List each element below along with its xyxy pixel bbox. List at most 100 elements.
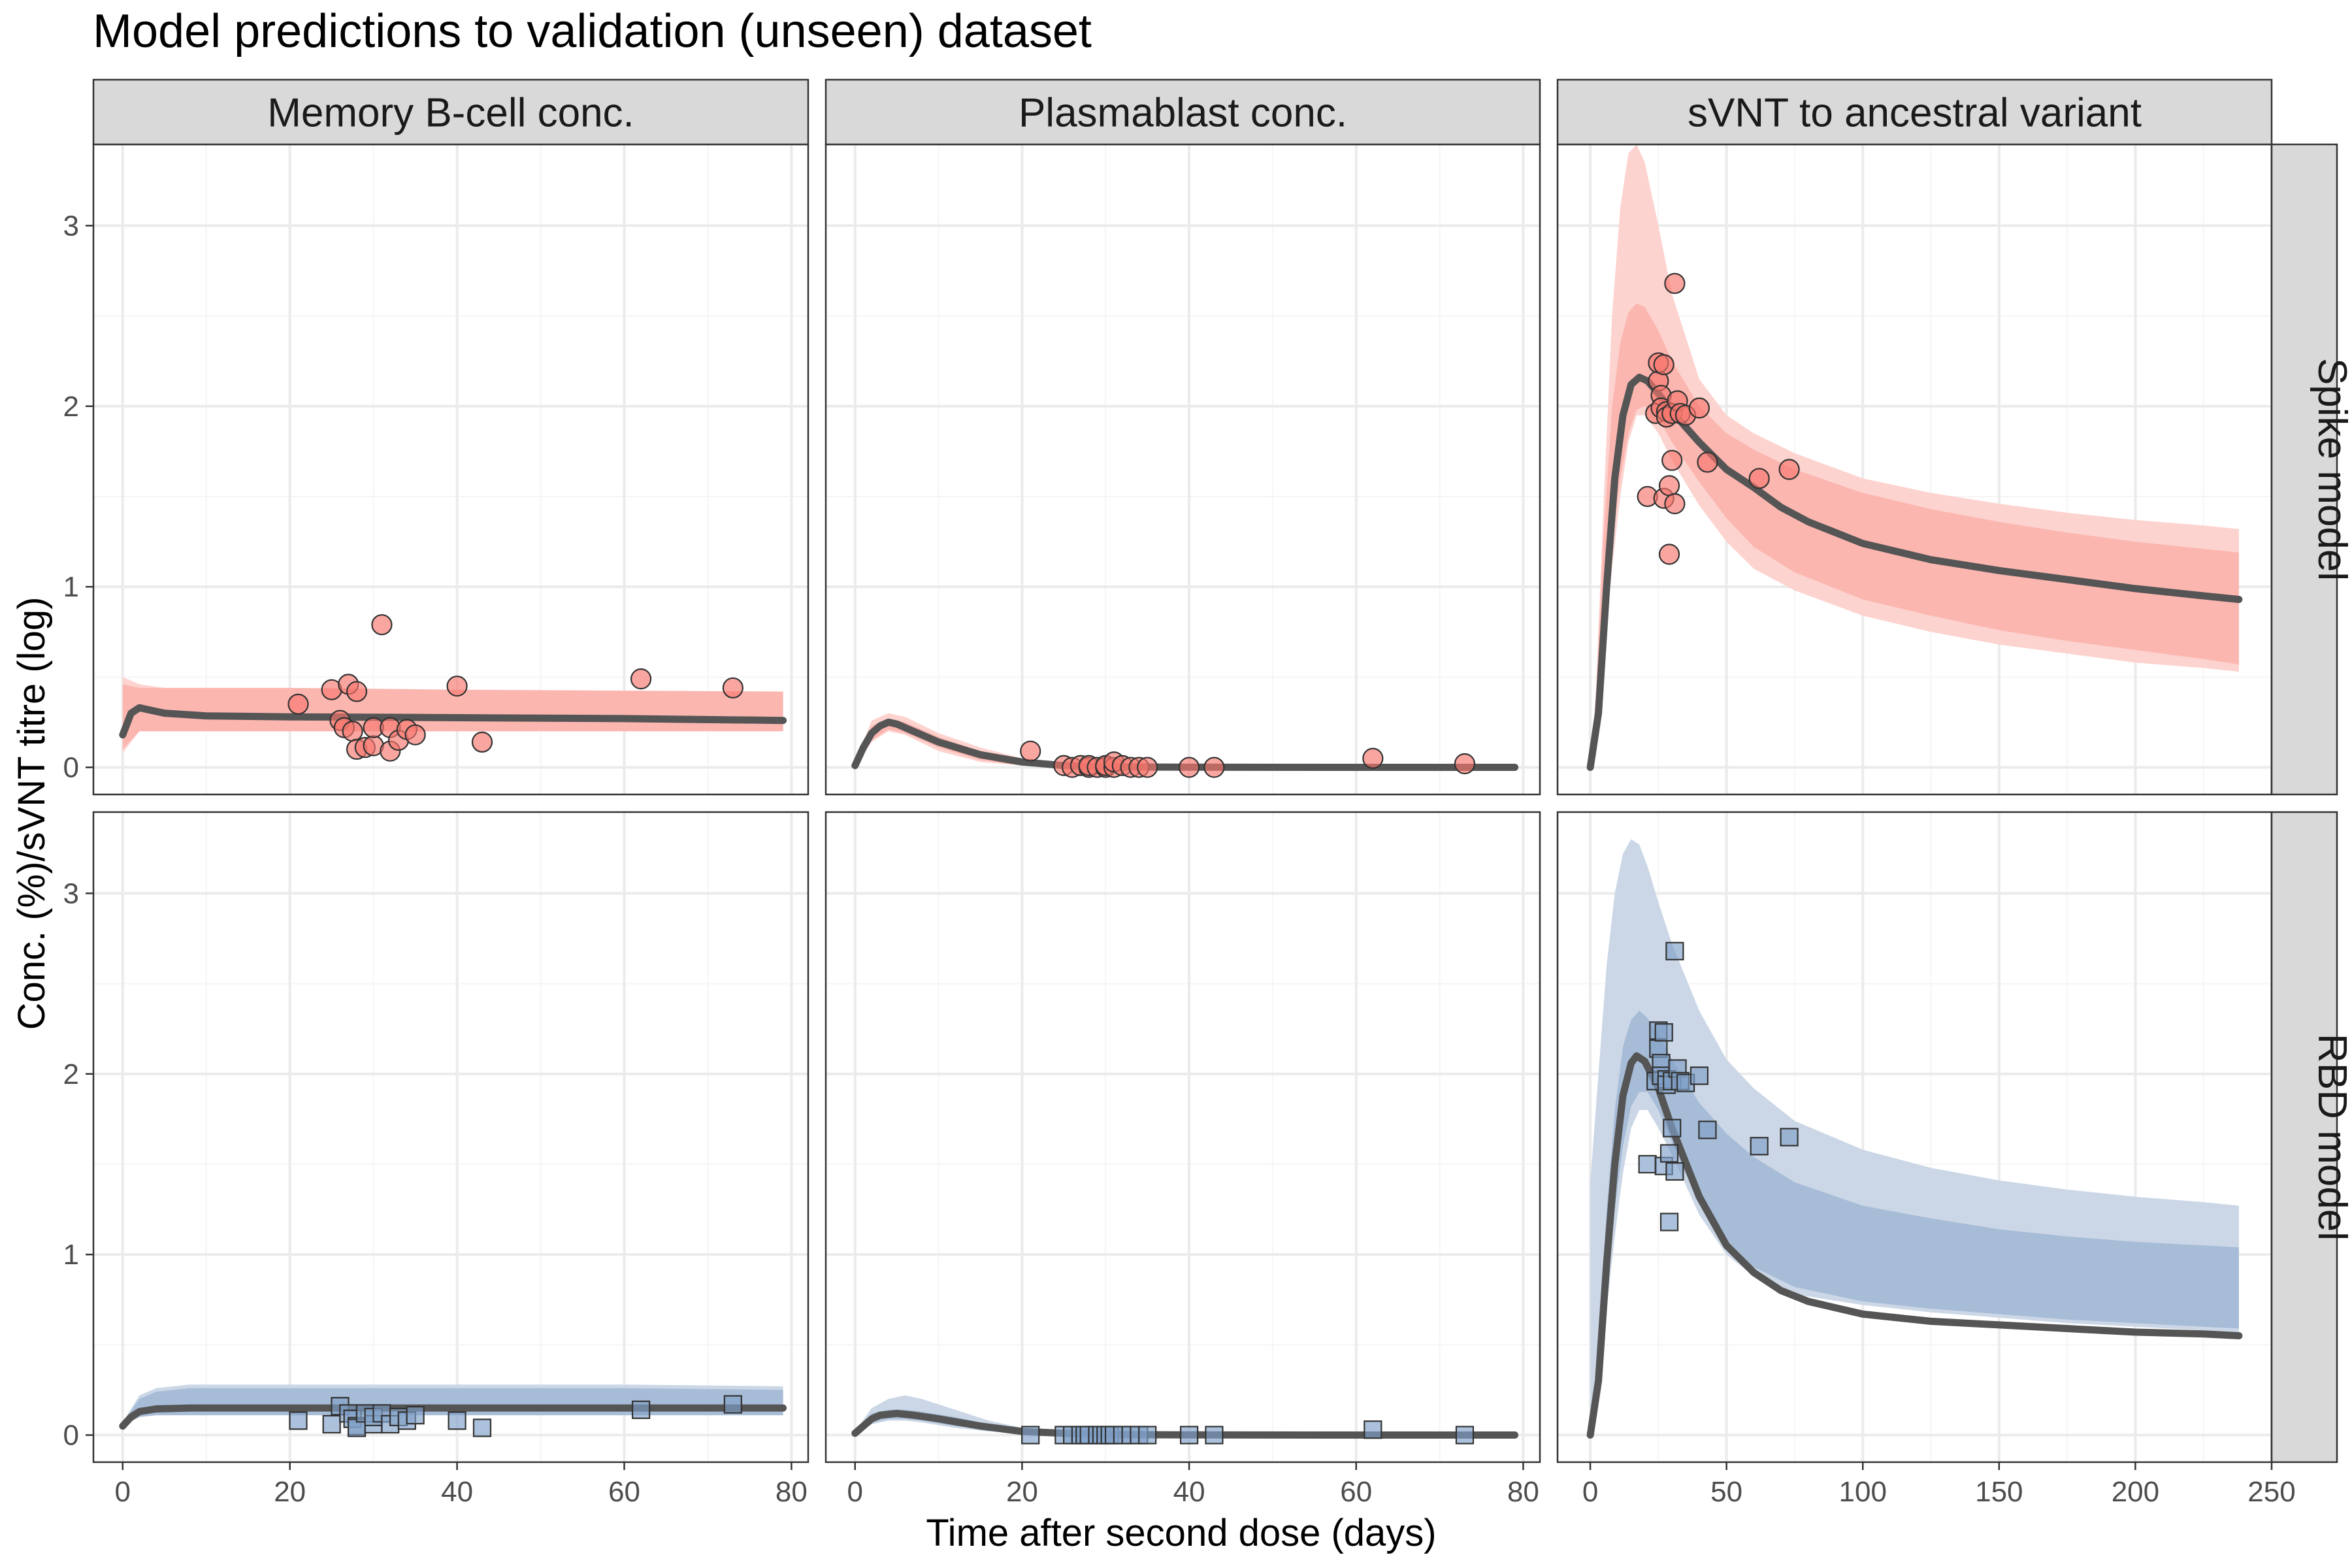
panel-data [851,1395,1519,1445]
observed-point [1665,941,1684,960]
observed-point [1698,1120,1717,1139]
panel-data [1586,144,2243,771]
observed-point [471,731,493,753]
x-axis-title: Time after second dose (days) [926,1512,1436,1554]
observed-point [1663,1119,1682,1137]
observed-point [1690,1066,1709,1085]
observed-point [1748,468,1770,489]
observed-point [1659,1144,1679,1163]
median-prediction-line [119,1404,787,1430]
x-tick-label: 0 [115,1476,131,1508]
facet-strip-background [825,78,1541,146]
observed-point [722,677,743,699]
median-prediction-line [851,1409,1519,1439]
facet-strip-label: sVNT to ancestral variant [1688,91,2142,136]
observed-point [1658,544,1680,565]
y-tick-label: 1 [63,571,79,603]
observed-point [630,668,652,690]
median-prediction-line [851,718,1519,771]
panel-background [1558,144,2272,794]
observed-point [1364,1420,1382,1439]
facet-strip-label: Spike model [2310,358,2352,581]
x-tick-label: 150 [1975,1476,2023,1508]
x-tick-label: 20 [274,1476,306,1508]
prediction-interval-outer [855,1395,1515,1435]
observed-point [1664,272,1686,294]
panel-data [1586,839,2243,1439]
x-tick-label: 60 [608,1476,640,1508]
panel-background [826,812,1540,1462]
observed-point [1021,1426,1040,1445]
observed-point [446,676,468,697]
observed-point [1205,1426,1224,1445]
panel-background [826,144,1540,794]
observed-point [1020,740,1041,762]
observed-point [346,681,368,702]
y-tick-label: 2 [63,1058,79,1090]
facet-strip-column: Plasmablast conc. [825,78,1541,146]
panel-background [93,812,808,1462]
x-tick-label: 80 [1507,1476,1539,1508]
x-tick-label: 80 [776,1476,808,1508]
observed-point [723,1395,742,1414]
observed-point [472,1418,492,1437]
observed-point [404,724,426,745]
observed-point [1138,1426,1157,1445]
y-tick-label: 3 [63,877,79,909]
observed-point [371,614,393,636]
x-tick-label: 50 [1710,1476,1742,1508]
observed-point [1780,1128,1799,1147]
observed-point [289,1411,308,1430]
observed-point [322,1414,341,1434]
facet-strip-background [2270,143,2338,796]
y-tick-label: 0 [63,1420,79,1452]
facet-strip-label: Plasmablast conc. [1019,91,1347,136]
panels: 0 1 2 3 0 1 2 3 0 20 40 60 80 0 20 40 60 80 0 50 100 150 200 25… [63,78,2352,1508]
observed-point [1203,757,1225,778]
panel-rbd-1: 0 20 40 60 80 [825,811,1541,1508]
observed-point [1654,1023,1673,1042]
x-tick-label: 250 [2247,1476,2295,1508]
panel-spike-2 [1556,143,2273,796]
x-tick-label: 60 [1340,1476,1372,1508]
facet-strip-background [2270,811,2338,1463]
panel-data [119,1384,787,1437]
observed-point [631,1400,651,1419]
observed-point [1454,753,1476,775]
chart-title: Model predictions to validation (unseen)… [93,5,1092,57]
median-prediction-line [1586,1052,2243,1439]
observed-point [1658,475,1680,497]
facet-strip-background [92,78,809,146]
prediction-interval-inner [1590,303,2239,768]
x-tick-label: 20 [1006,1476,1038,1508]
panel-rbd-0: 0 1 2 3 0 20 40 60 80 [63,811,809,1508]
prediction-interval-inner [1590,1011,2239,1435]
observed-point [1664,493,1686,515]
facet-strip-background [1556,78,2273,146]
observed-point [1178,757,1200,778]
observed-point [342,721,363,742]
facet-strip-column: Memory B-cell conc. [92,78,809,146]
observed-point [1653,354,1674,376]
observed-point [1455,1426,1475,1445]
facet-strip-label: RBD model [2310,1034,2352,1241]
x-tick-label: 40 [1173,1476,1205,1508]
observed-point [1179,1426,1199,1445]
y-tick-label: 1 [63,1239,79,1271]
observed-point [1362,747,1384,769]
facet-strip-column: sVNT to ancestral variant [1556,78,2273,146]
facet-strip-row: Spike model [2270,143,2352,796]
observed-point [1778,459,1800,480]
panel-spike-0: 0 1 2 3 [63,143,809,796]
panel-border [92,811,809,1463]
observed-point [448,1411,466,1430]
facet-strip-row: RBD model [2270,811,2352,1463]
x-tick-label: 200 [2112,1476,2159,1508]
x-tick-label: 0 [847,1476,863,1508]
x-tick-label: 100 [1839,1476,1887,1508]
panel-data [119,614,787,762]
x-tick-label: 0 [1582,1476,1598,1508]
observed-point [1697,451,1718,473]
observed-point [287,693,309,715]
